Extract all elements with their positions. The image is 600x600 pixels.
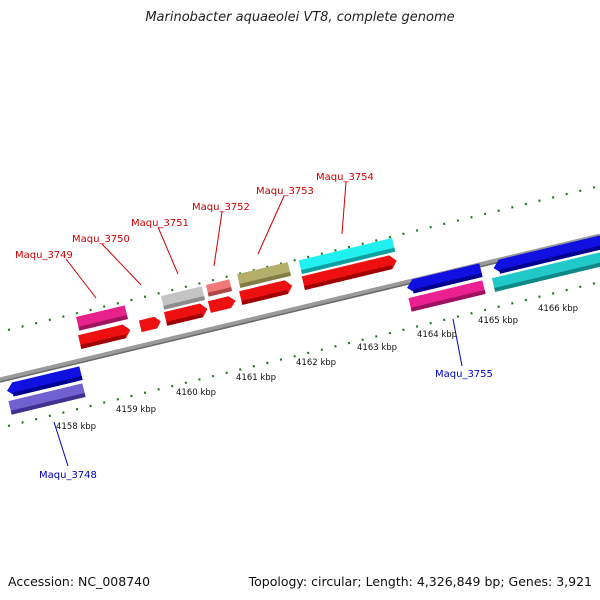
label-maqu-3751: Maqu_3751 xyxy=(131,218,189,229)
label-maqu-3755: Maqu_3755 xyxy=(435,369,493,380)
topology-text: Topology: circular; Length: 4,326,849 bp… xyxy=(248,574,592,589)
gene-maqu-3748-upper[interactable] xyxy=(5,366,83,397)
label-maqu-3753: Maqu_3753 xyxy=(256,186,314,197)
gene-maqu-3752-upper[interactable] xyxy=(205,279,233,297)
label-maqu-3748: Maqu_3748 xyxy=(39,470,97,481)
accession-text: Accession: NC_008740 xyxy=(8,574,151,589)
gene-maqu-3751-upper[interactable] xyxy=(160,286,206,310)
gene-maqu-3752-lower[interactable] xyxy=(207,295,237,313)
kbp-label-4164: 4164 kbp xyxy=(417,330,457,340)
gene-maqu-3753-lower[interactable] xyxy=(239,279,294,305)
kbp-label-4165: 4165 kbp xyxy=(478,316,518,326)
label-maqu-3750: Maqu_3750 xyxy=(72,234,130,245)
kbp-label-4163: 4163 kbp xyxy=(357,343,397,353)
label-maqu-3754: Maqu_3754 xyxy=(316,172,374,183)
gene-lower-cyan[interactable] xyxy=(491,252,600,292)
kbp-label-4160: 4160 kbp xyxy=(176,388,216,398)
leader-lines xyxy=(53,181,463,467)
label-maqu-3749: Maqu_3749 xyxy=(15,250,73,261)
gene-maqu-3755-lower[interactable] xyxy=(408,280,486,312)
gene-maqu-3754-lower[interactable] xyxy=(301,254,399,291)
label-maqu-3752: Maqu_3752 xyxy=(192,202,250,213)
gene-maqu-3748-lower[interactable] xyxy=(8,383,86,415)
gene-maqu-3754-upper[interactable] xyxy=(298,237,396,275)
kbp-label-4158: 4158 kbp xyxy=(56,422,96,432)
gene-maqu-3753-upper[interactable] xyxy=(237,262,291,288)
lower-tick-track xyxy=(7,280,600,428)
map-title: Marinobacter aquaeolei VT8, complete gen… xyxy=(145,10,455,25)
gene-upper-blue-2[interactable] xyxy=(492,234,600,275)
gene-maqu-3749-lower[interactable] xyxy=(78,323,132,349)
kbp-label-4159: 4159 kbp xyxy=(116,405,156,415)
gene-maqu-3749-upper[interactable] xyxy=(76,305,128,331)
gene-maqu-3750-lower[interactable] xyxy=(138,316,162,333)
kbp-label-4166: 4166 kbp xyxy=(538,304,578,314)
kbp-label-4162: 4162 kbp xyxy=(296,358,336,368)
kbp-label-4161: 4161 kbp xyxy=(236,373,276,383)
gene-maqu-3751-lower[interactable] xyxy=(163,302,209,326)
gene-upper-blue-1[interactable] xyxy=(405,263,483,294)
